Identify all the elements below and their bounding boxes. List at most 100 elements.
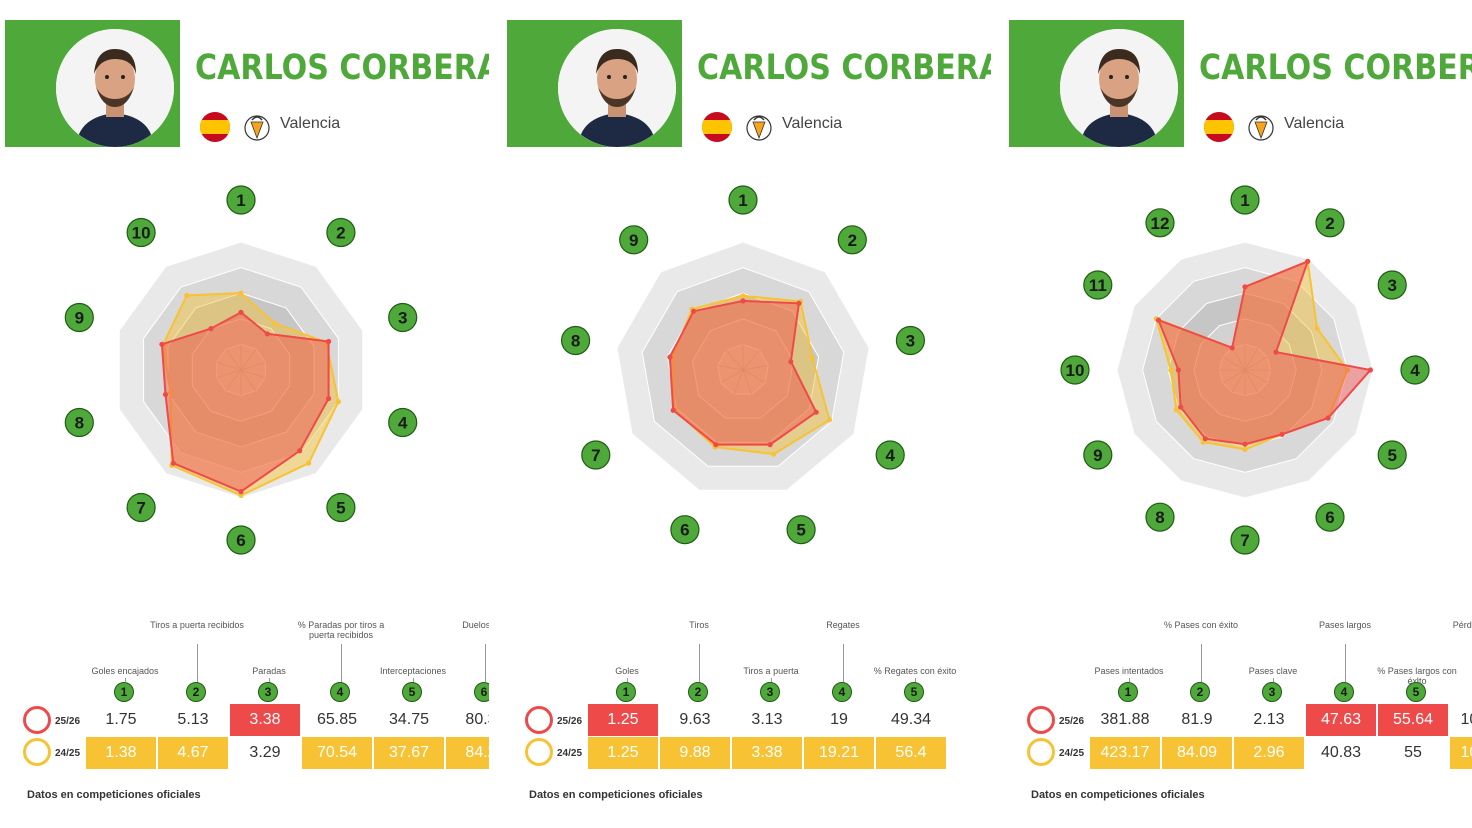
metric-number-badge: 1 [616,682,636,702]
value-24-25: 3.38 [732,737,802,769]
axis-label: 7 [591,446,600,465]
metric-number-badge: 4 [832,682,852,702]
radar-spoke [1244,347,1259,371]
season-24-25-icon [1027,738,1055,766]
spain-flag-icon [1204,112,1234,142]
metric-label: Tiros a puerta recibidos [150,620,244,630]
axis-label-badge [1145,502,1175,532]
player-card: CARLOS CORBERA Valencia 1 2 3 4 5 6 7 8 9 10 25/2… [5,0,489,828]
metric-label: Pases intentados [1094,666,1164,676]
radar-point [170,460,176,466]
axis-label-badge [1083,440,1113,470]
player-avatar [53,26,177,147]
axis-label-badge [126,217,156,248]
radar-point [159,341,165,347]
player-name: CARLOS CORBERA [195,48,489,88]
axis-label: 10 [1066,361,1085,380]
radar-spoke [216,369,242,379]
radar-point [1305,258,1311,264]
season-25-26-icon [23,706,51,734]
season-25-26-label: 25/26 [1059,716,1085,727]
radar-point [670,407,676,413]
radar-point [1367,367,1373,373]
value-24-25: 40.83 [1320,744,1362,761]
value-25-26: 34.75 [388,711,430,728]
axis-label-badge [670,515,700,545]
radar-spoke [742,365,769,371]
radar-point [1202,436,1208,442]
radar-point [1273,349,1279,355]
metric-connector [843,644,844,682]
radar-point [740,293,746,299]
axis-label: 4 [398,414,408,433]
season-24-25-label: 24/25 [55,748,81,759]
radar-spoke [1244,356,1268,371]
metric-label: Goles [615,666,639,676]
metric-column: Pases largos 4 47.63 40.83 [1305,600,1385,780]
value-25-26: 3.13 [751,711,783,728]
axis-label: 7 [1240,531,1249,550]
radar-point [691,308,697,314]
value-24-25: 2.96 [1234,737,1304,769]
radar-spoke [1244,369,1259,393]
metric-column: Tiros 2 9.63 9.88 [659,600,739,780]
radar-point [162,391,169,398]
series-25-26-area [668,299,818,446]
metric-number-badge: 4 [330,682,350,702]
player-name: CARLOS CORBERA [1199,48,1472,88]
radar-spoke [720,369,744,384]
season-25-26-label: 25/26 [55,716,81,727]
season-25-26-icon [525,706,553,734]
footer-note: Datos en competiciones oficiales [27,789,201,801]
radar-point [1242,284,1248,290]
radar-point [740,298,746,304]
metric-connector [413,678,414,682]
metric-number-badge: 3 [258,682,278,702]
radar-point [771,451,777,457]
metric-column: Goles 1 1.25 1.25 [587,600,667,780]
radar-point [1155,317,1162,323]
metric-connector [1345,644,1346,682]
metric-column: Tiros a puerta recibidos 2 5.13 4.67 [150,600,244,780]
radar-spoke [225,369,242,391]
metric-connector [125,678,126,682]
player-card: CARLOS CORBERA Valencia 1 2 3 4 5 6 7 8 9 25/26 … [507,0,991,828]
valencia-crest-icon [1247,112,1275,142]
radar-spoke [1231,347,1246,371]
value-24-25: 55 [1404,744,1422,761]
radar-point [1173,407,1179,413]
axis-label: 5 [336,499,345,518]
axis-label: 11 [1089,276,1107,295]
metric-number-badge: 2 [186,682,206,702]
metric-column: % Pases largos con éxito 5 55.64 55 [1377,600,1457,780]
axis-label: 1 [1240,191,1249,210]
metric-connector [771,678,772,682]
radar-point [1344,367,1350,373]
valencia-crest-icon [745,112,773,142]
axis-label-badge [837,225,867,255]
axis-label: 6 [236,531,245,550]
value-25-26: 65.85 [316,711,358,728]
axis-label-badge [1060,355,1090,385]
axis-label: 6 [1325,508,1334,527]
radar-chart: 1 2 3 4 5 6 7 8 9 [560,185,925,545]
metric-label: % Paradas por tiros a puerta recibidos [297,620,385,640]
metric-label: Pases clave [1248,666,1298,676]
axis-label-badge [560,325,591,356]
axis-label-badge [126,492,156,523]
axis-label-badge [1377,440,1407,470]
metric-column: % Paradas por tiros a puerta recibidos 4… [298,600,384,780]
radar-point [238,489,244,495]
axis-label: 7 [136,499,145,518]
radar-point [297,448,303,454]
team-name: Valencia [782,115,843,132]
season-24-25-icon [525,738,553,766]
metric-column: Goles encajados 1 1.75 1.38 [85,600,165,780]
radar-point [238,309,244,315]
axis-label-badge [1145,208,1175,238]
radar-point [796,300,802,306]
axis-label: 2 [336,224,345,243]
axis-label: 4 [1410,361,1420,380]
axis-label: 9 [75,309,84,328]
